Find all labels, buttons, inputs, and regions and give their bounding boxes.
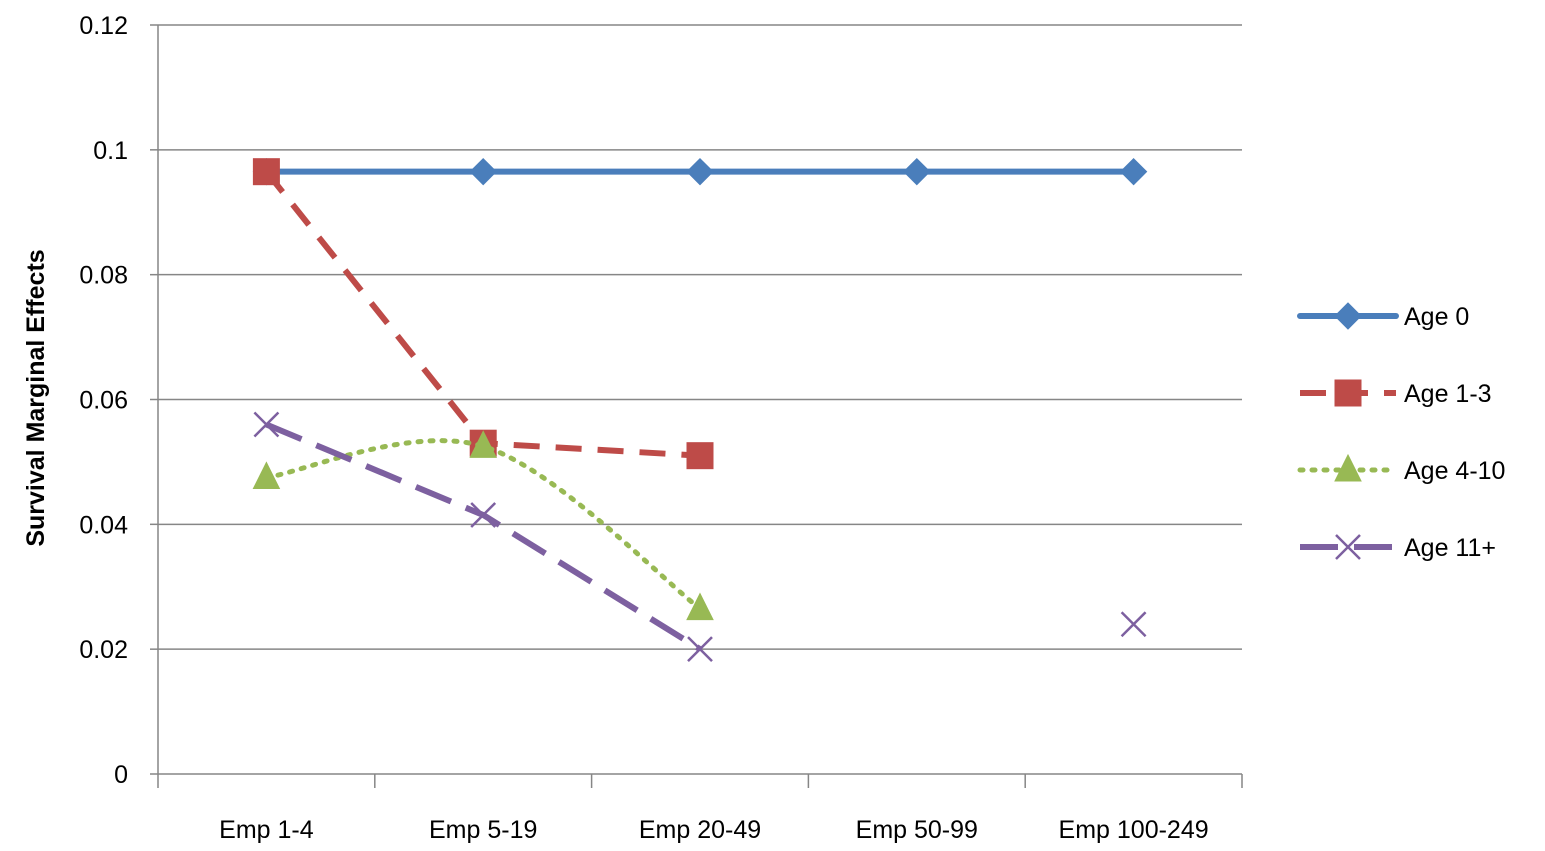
legend-label: Age 0	[1404, 303, 1469, 331]
axes	[150, 24, 1243, 788]
legend-entry: Age 4-10	[1297, 453, 1505, 485]
data-point	[686, 592, 714, 621]
y-tick-label: 0	[114, 761, 128, 789]
data-point	[469, 157, 497, 186]
series-age-4-10	[252, 430, 714, 621]
data-point	[687, 636, 713, 663]
legend-label: Age 4-10	[1404, 457, 1505, 485]
series-age-1-3	[252, 158, 714, 470]
gridlines	[158, 24, 1242, 650]
data-point	[686, 157, 714, 186]
y-tick-label: 0.04	[79, 511, 128, 539]
y-tick-label: 0.08	[79, 262, 128, 290]
legend-label: Age 11+	[1404, 534, 1496, 562]
legend-entry: Age 1-3	[1300, 379, 1492, 408]
series-line	[265, 421, 702, 652]
x-tick-label: Emp 20-49	[639, 816, 761, 844]
legend-entry: Age 11+	[1300, 534, 1496, 562]
y-tick-label: 0.02	[79, 636, 128, 664]
data-point	[469, 430, 498, 458]
data-point	[1120, 611, 1147, 638]
legend-entry: Age 0	[1297, 302, 1469, 331]
legend-marker	[1334, 379, 1362, 407]
series-age-0	[252, 157, 1148, 186]
x-tick-label: Emp 50-99	[856, 816, 978, 844]
y-tick-labels: 0 0.02 0.04 0.06 0.08 0.1 0.12	[79, 12, 128, 789]
data-point	[252, 461, 281, 490]
series-line	[264, 169, 701, 459]
data-point	[1119, 157, 1148, 186]
x-tick-label: Emp 1-4	[219, 816, 314, 844]
y-tick-label: 0.06	[79, 387, 128, 415]
legend-label: Age 1-3	[1404, 380, 1492, 408]
data-point	[903, 157, 931, 186]
legend-marker	[1334, 302, 1362, 330]
legend: Age 0 Age 1-3 Age 4-10 Age 11+	[1297, 302, 1505, 562]
series-age-11	[253, 411, 1147, 663]
data-point	[253, 411, 280, 438]
data-point	[686, 442, 714, 470]
legend-marker	[1335, 534, 1361, 560]
x-tick-label: Emp 5-19	[429, 816, 537, 844]
y-axis-title: Survival Marginal Effects	[22, 249, 50, 546]
data-point	[252, 158, 280, 186]
series-group	[252, 157, 1148, 663]
y-tick-label: 0.12	[79, 12, 128, 40]
y-tick-label: 0.1	[93, 137, 128, 165]
x-tick-labels: Emp 1-4 Emp 5-19 Emp 20-49 Emp 50-99 Emp 100…	[219, 816, 1208, 844]
x-tick-label: Emp 100-249	[1059, 816, 1209, 844]
legend-marker	[1334, 453, 1362, 482]
data-point	[470, 502, 497, 528]
